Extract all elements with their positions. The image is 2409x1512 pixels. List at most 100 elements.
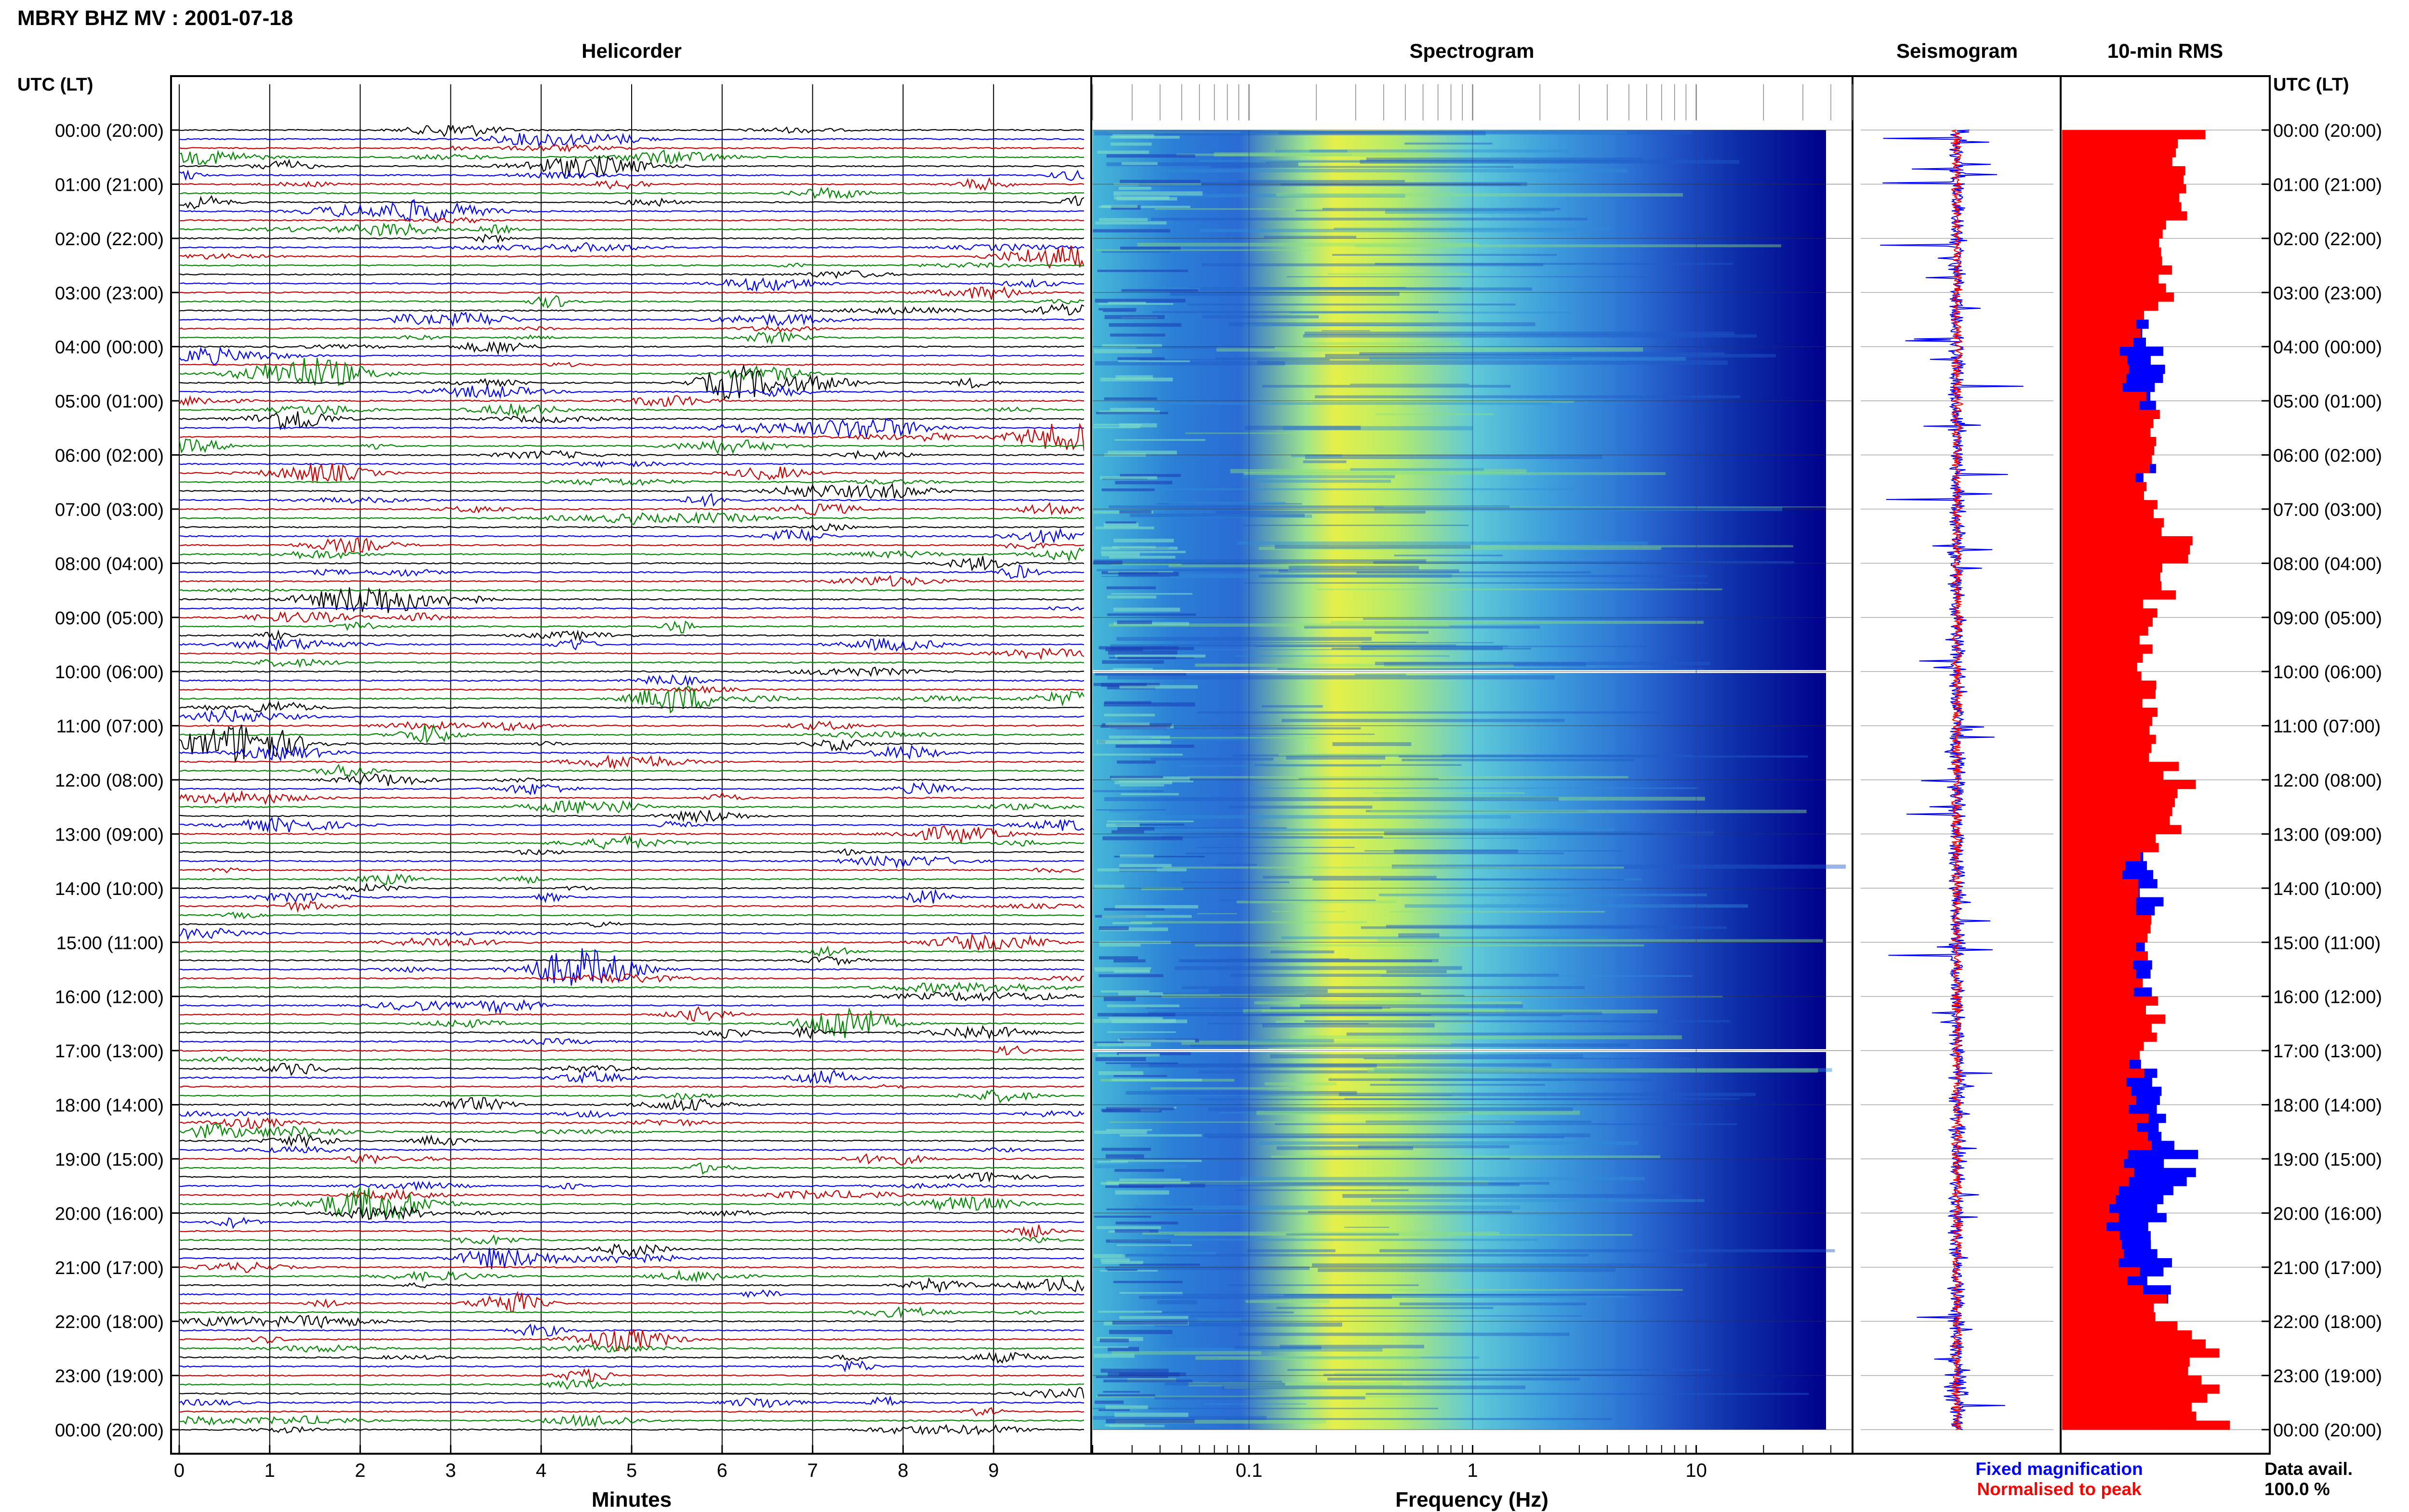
rms-bar-normalised xyxy=(2062,148,2176,158)
spectrogram-streak xyxy=(1275,1020,1477,1023)
spectrogram-streak xyxy=(1296,210,1555,211)
rms-bar-normalised xyxy=(2062,1339,2206,1349)
spectrogram-low-band xyxy=(1104,397,1157,400)
spectrogram-low-band xyxy=(1121,289,1198,292)
rms-bar-normalised xyxy=(2062,229,2163,239)
spectrogram-low-band xyxy=(1099,956,1138,960)
spectrogram-streak xyxy=(1190,1043,1629,1047)
spectrogram-streak xyxy=(1158,488,1574,490)
helicorder-trace xyxy=(179,575,1084,587)
rms-bar-normalised xyxy=(2062,689,2156,699)
spectrogram-streak xyxy=(1104,797,1559,802)
spectrogram-low-band xyxy=(1094,1215,1152,1218)
spectrogram-low-band xyxy=(1094,349,1152,354)
helicorder-trace xyxy=(179,511,1084,526)
rms-bar-normalised xyxy=(2062,735,2156,744)
helicorder-trace xyxy=(179,708,1084,723)
spectrogram-streak xyxy=(1221,1385,1526,1390)
rms-bar-normalised xyxy=(2062,554,2188,564)
helicorder-trace xyxy=(179,222,1084,237)
spectrogram-low-band xyxy=(1099,927,1168,932)
rms-bar-normalised xyxy=(2062,662,2137,672)
spectrogram-streak xyxy=(1338,1092,1756,1096)
spectrogram-streak xyxy=(1298,778,1439,779)
spectrogram-streak xyxy=(1303,460,1347,463)
spectrogram-streak xyxy=(1148,1012,1602,1015)
rms-bar-normalised xyxy=(2062,1051,2140,1060)
spectrogram-streak xyxy=(1142,1231,1500,1235)
spectrogram-streak xyxy=(1151,758,1273,761)
rms-bar-normalised xyxy=(2062,1168,2134,1177)
spectrogram-streak xyxy=(1278,569,1459,573)
helicorder-trace xyxy=(179,1275,1084,1293)
helicorder-trace xyxy=(179,647,1084,660)
spectrogram-streak xyxy=(1154,1322,1342,1327)
helicorder-title: Helicorder xyxy=(582,39,682,62)
spectrogram-streak xyxy=(1136,1252,1217,1255)
helicorder-trace xyxy=(179,945,1084,957)
spectrogram-streak xyxy=(1121,194,1405,198)
rms-bar-normalised xyxy=(2062,130,2206,140)
spectrogram-streak xyxy=(1185,433,1295,434)
rms-bar-normalised xyxy=(2062,355,2128,365)
spectrogram-streak xyxy=(1375,661,1710,665)
rms-bar-normalised xyxy=(2062,409,2160,420)
spectrogram-streak xyxy=(1107,131,1241,133)
rms-bar-normalised xyxy=(2062,1394,2208,1403)
spectrogram-streak xyxy=(1130,513,1305,517)
rms-bar-normalised xyxy=(2062,256,2162,266)
spectrogram-low-band xyxy=(1097,1042,1151,1047)
spectrogram-streak xyxy=(1197,1318,1241,1322)
rms-bar-normalised xyxy=(2062,1032,2157,1042)
spectrogram-low-band xyxy=(1099,974,1164,977)
spectrogram-streak xyxy=(1327,1378,1580,1381)
spectrogram-streak xyxy=(1390,1078,1565,1081)
spectrogram-streak xyxy=(1094,559,1427,563)
helicorder-trace xyxy=(179,674,1084,687)
spectrogram-streak xyxy=(1267,1296,1630,1298)
spectrogram-streak xyxy=(1204,131,1628,132)
rms-bar-normalised xyxy=(2062,1303,2154,1313)
spectrogram-low-band xyxy=(1105,647,1143,651)
helicorder-trace xyxy=(179,1291,1084,1313)
helicorder-trace xyxy=(179,1234,1084,1246)
helicorder-x-tick-label: 1 xyxy=(265,1460,275,1481)
helicorder-trace xyxy=(179,744,1084,762)
helicorder-trace xyxy=(179,483,1084,499)
rms-bar-normalised xyxy=(2062,1023,2152,1033)
spectrogram-streak xyxy=(1376,413,1495,415)
spectrogram-streak xyxy=(1280,1344,1424,1349)
rms-bar-normalised xyxy=(2062,1005,2146,1015)
spectrogram-streak xyxy=(1386,925,1677,928)
seismogram-normalised-trace xyxy=(1950,130,1964,1430)
rms-bar-normalised xyxy=(2062,888,2139,898)
spectrogram-low-band xyxy=(1100,377,1173,381)
spectrogram-low-band xyxy=(1103,310,1136,312)
spectrogram-streak xyxy=(1163,828,1615,831)
spectrogram-streak xyxy=(1225,958,1350,960)
helicorder-traces xyxy=(179,125,1084,1436)
spectrogram-streak xyxy=(1384,662,1586,667)
time-label-left: 04:00 (00:00) xyxy=(55,338,164,358)
time-label-right: 21:00 (17:00) xyxy=(2273,1258,2382,1278)
spectrogram-streak xyxy=(1262,1023,1435,1028)
helicorder-trace xyxy=(179,1097,1084,1112)
helicorder-trace xyxy=(179,666,1084,677)
spectrogram-streak xyxy=(1204,1133,1590,1138)
helicorder-trace xyxy=(179,1224,1084,1239)
spectrogram-streak xyxy=(1244,425,1361,430)
spectrogram-low-band xyxy=(1093,1019,1176,1023)
spectrogram-low-band xyxy=(1097,739,1161,744)
spectrogram-streak xyxy=(1281,936,1609,939)
helicorder-x-tick-label: 9 xyxy=(988,1460,999,1481)
helicorder-trace xyxy=(179,1186,1084,1221)
spectrogram-low-band xyxy=(1113,607,1180,612)
time-label-right: 12:00 (08:00) xyxy=(2273,771,2382,791)
spectrogram-low-band xyxy=(1101,1261,1143,1264)
helicorder-trace xyxy=(179,169,1084,181)
spectrogram-streak xyxy=(1109,505,1510,509)
rms-bar-normalised xyxy=(2062,996,2158,1006)
helicorder-trace xyxy=(179,973,1084,984)
spectrogram-streak xyxy=(1244,525,1469,526)
rms-bar-normalised xyxy=(2062,671,2142,681)
